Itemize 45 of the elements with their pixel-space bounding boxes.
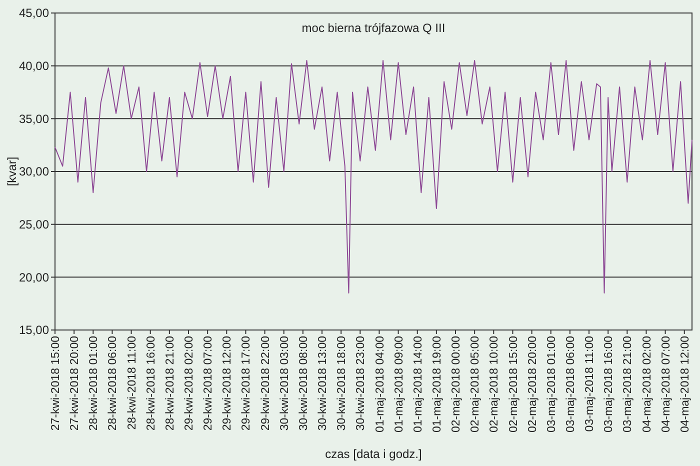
y-axis-title: [kvar] (5, 156, 20, 186)
x-tick-label: 28-kwi-2018 16:00 (145, 336, 158, 431)
x-tick-label: 27-kwi-2018 20:00 (69, 336, 82, 431)
y-tick-label: 30,00 (18, 164, 50, 179)
x-tick-label: 02-maj-2018 05:00 (470, 336, 482, 433)
x-tick-label: 01-maj-2018 14:00 (412, 336, 424, 433)
y-tick-label: 45,00 (18, 6, 50, 20)
x-tick-label: 04-maj-2018 12:00 (679, 336, 692, 433)
x-tick-label: 01-maj-2018 04:00 (374, 336, 386, 433)
x-tick-label: 04-maj-2018 02:00 (641, 336, 654, 433)
x-tick-label: 28-kwi-2018 11:00 (126, 336, 138, 430)
line-series (54, 60, 692, 294)
x-tick-label: 03-maj-2018 16:00 (603, 336, 616, 433)
x-tick-label: 02-maj-2018 10:00 (488, 336, 501, 433)
x-tick-label: 02-maj-2018 00:00 (450, 336, 463, 433)
y-tick-label: 25,00 (18, 218, 50, 232)
x-tick-label: 02-maj-2018 15:00 (508, 336, 520, 433)
x-tick-label: 28-kwi-2018 21:00 (164, 336, 176, 431)
x-tick-label: 30-kwi-2018 23:00 (355, 336, 368, 431)
x-tick-label: 03-maj-2018 06:00 (564, 336, 577, 433)
x-tick-label: 29-kwi-2018 07:00 (202, 336, 215, 431)
y-tick-label: 40,00 (18, 59, 50, 74)
x-tick-label: 28-kwi-2018 06:00 (107, 336, 120, 431)
x-tick-label: 29-kwi-2018 12:00 (222, 336, 234, 431)
x-tick-label: 03-maj-2018 11:00 (584, 336, 596, 432)
x-tick-label: 27-kwi-2018 15:00 (50, 336, 62, 431)
x-tick-label: 04-maj-2018 07:00 (660, 336, 672, 433)
x-tick-label: 30-kwi-2018 13:00 (317, 336, 330, 431)
x-tick-label: 02-maj-2018 20:00 (526, 336, 539, 433)
x-tick-label: 01-maj-2018 09:00 (393, 336, 406, 433)
x-axis-title: czas [data i godz.] (325, 447, 422, 461)
x-tick-label: 01-maj-2018 19:00 (431, 336, 444, 433)
y-tick-label: 15,00 (18, 323, 50, 338)
text: moc bierna trójfazowa Q III (302, 21, 446, 35)
x-tick-label: 03-maj-2018 21:00 (622, 336, 634, 433)
x-tick-label: 30-kwi-2018 18:00 (336, 336, 348, 431)
y-tick-label: 35,00 (18, 112, 50, 126)
x-tick-label: 03-maj-2018 01:00 (546, 336, 558, 433)
x-tick-label: 30-kwi-2018 08:00 (298, 336, 310, 431)
x-tick-label: 28-kwi-2018 01:00 (88, 336, 100, 431)
x-tick-label: 30-kwi-2018 03:00 (278, 336, 291, 431)
x-tick-label: 29-kwi-2018 02:00 (184, 336, 196, 431)
x-tick-label: 29-kwi-2018 17:00 (240, 336, 253, 431)
y-tick-label: 20,00 (18, 270, 50, 284)
x-tick-label: 29-kwi-2018 22:00 (260, 336, 272, 431)
